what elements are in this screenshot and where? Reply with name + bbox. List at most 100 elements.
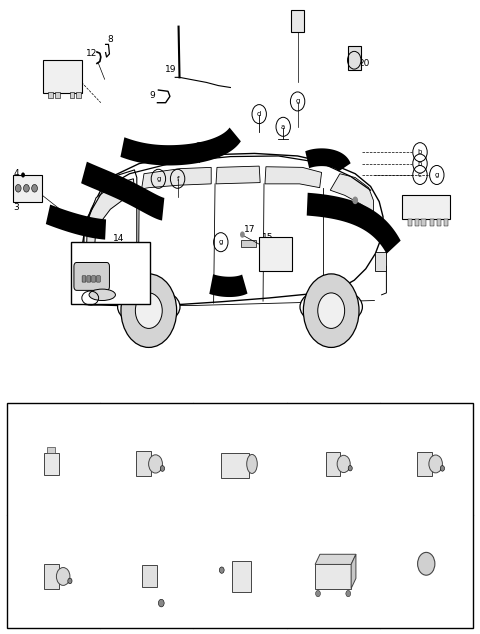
Polygon shape [81,162,164,221]
Polygon shape [351,554,356,588]
Bar [291,10,304,32]
Circle shape [135,293,162,328]
Text: 9: 9 [149,91,155,100]
Text: g: g [218,239,223,245]
Text: 23: 23 [165,444,175,453]
Ellipse shape [247,455,257,474]
Bar [232,561,251,592]
Circle shape [160,465,165,471]
Bar [70,92,74,98]
Bar [44,564,59,589]
Text: c: c [418,172,422,178]
Text: 10: 10 [44,77,56,86]
Text: 6: 6 [213,562,217,571]
Bar [430,219,434,226]
Text: 5: 5 [240,550,245,559]
FancyBboxPatch shape [96,276,100,282]
Bar [76,92,81,98]
Bar [375,252,386,271]
Circle shape [346,590,350,597]
FancyBboxPatch shape [87,276,91,282]
Bar [415,219,419,226]
Text: 25: 25 [393,458,402,467]
Text: f: f [13,526,16,532]
Polygon shape [307,193,401,254]
Polygon shape [315,554,356,564]
Bar [408,219,412,226]
Text: 8: 8 [108,35,113,44]
Circle shape [418,552,435,575]
Text: g: g [295,98,300,105]
Bar [259,237,292,271]
Ellipse shape [89,289,115,301]
Circle shape [348,465,352,471]
Text: d: d [257,111,262,117]
Circle shape [440,465,444,471]
Text: 13: 13 [382,524,393,534]
Bar [13,175,42,202]
Ellipse shape [300,288,362,326]
Bar [7,403,473,628]
Text: 27: 27 [72,557,82,566]
Circle shape [158,599,164,607]
Bar [43,60,82,93]
Bar [325,452,340,476]
Polygon shape [330,174,373,212]
Bar [44,453,59,475]
Polygon shape [216,166,260,184]
Text: g: g [156,176,161,182]
Text: 3: 3 [13,203,19,212]
Text: e: e [197,149,201,155]
Polygon shape [46,205,106,240]
Bar [402,195,450,219]
Circle shape [21,172,25,178]
Text: b: b [418,160,422,167]
Polygon shape [86,179,134,254]
Bar [142,565,157,586]
Circle shape [316,590,321,597]
Text: 18: 18 [300,466,310,475]
Text: f: f [176,176,179,182]
Text: g: g [434,172,439,178]
Bar [71,242,150,304]
Text: 21: 21 [420,205,432,214]
Bar [47,447,55,453]
Circle shape [337,455,350,472]
Text: 28: 28 [129,290,140,299]
Polygon shape [120,127,241,165]
Text: 12: 12 [122,563,132,572]
Circle shape [32,184,37,192]
Text: 1: 1 [225,412,230,421]
Text: 24: 24 [344,204,355,212]
Text: g: g [106,526,110,532]
Polygon shape [142,167,211,189]
Circle shape [352,197,358,204]
Bar [315,564,351,588]
Bar [88,279,129,295]
Text: 26: 26 [18,571,27,579]
Circle shape [121,274,177,347]
Text: 4: 4 [13,169,19,178]
Text: 16: 16 [300,455,310,463]
Text: 29: 29 [292,18,303,27]
Text: d: d [292,413,297,420]
Bar [437,219,441,226]
Bar [241,240,256,247]
Circle shape [24,184,29,192]
Text: 19: 19 [165,65,176,74]
Circle shape [318,293,345,328]
Text: c: c [199,413,203,420]
Bar [348,46,361,70]
Text: 17: 17 [244,225,255,234]
Text: 20: 20 [358,59,370,68]
Circle shape [429,455,443,473]
FancyBboxPatch shape [92,276,96,282]
Text: e: e [385,413,389,420]
Polygon shape [305,148,350,171]
Bar [417,451,432,476]
Text: 27: 27 [446,444,456,453]
Polygon shape [265,167,322,188]
Text: 12: 12 [85,49,97,58]
Text: b: b [106,413,110,420]
Circle shape [240,231,245,238]
